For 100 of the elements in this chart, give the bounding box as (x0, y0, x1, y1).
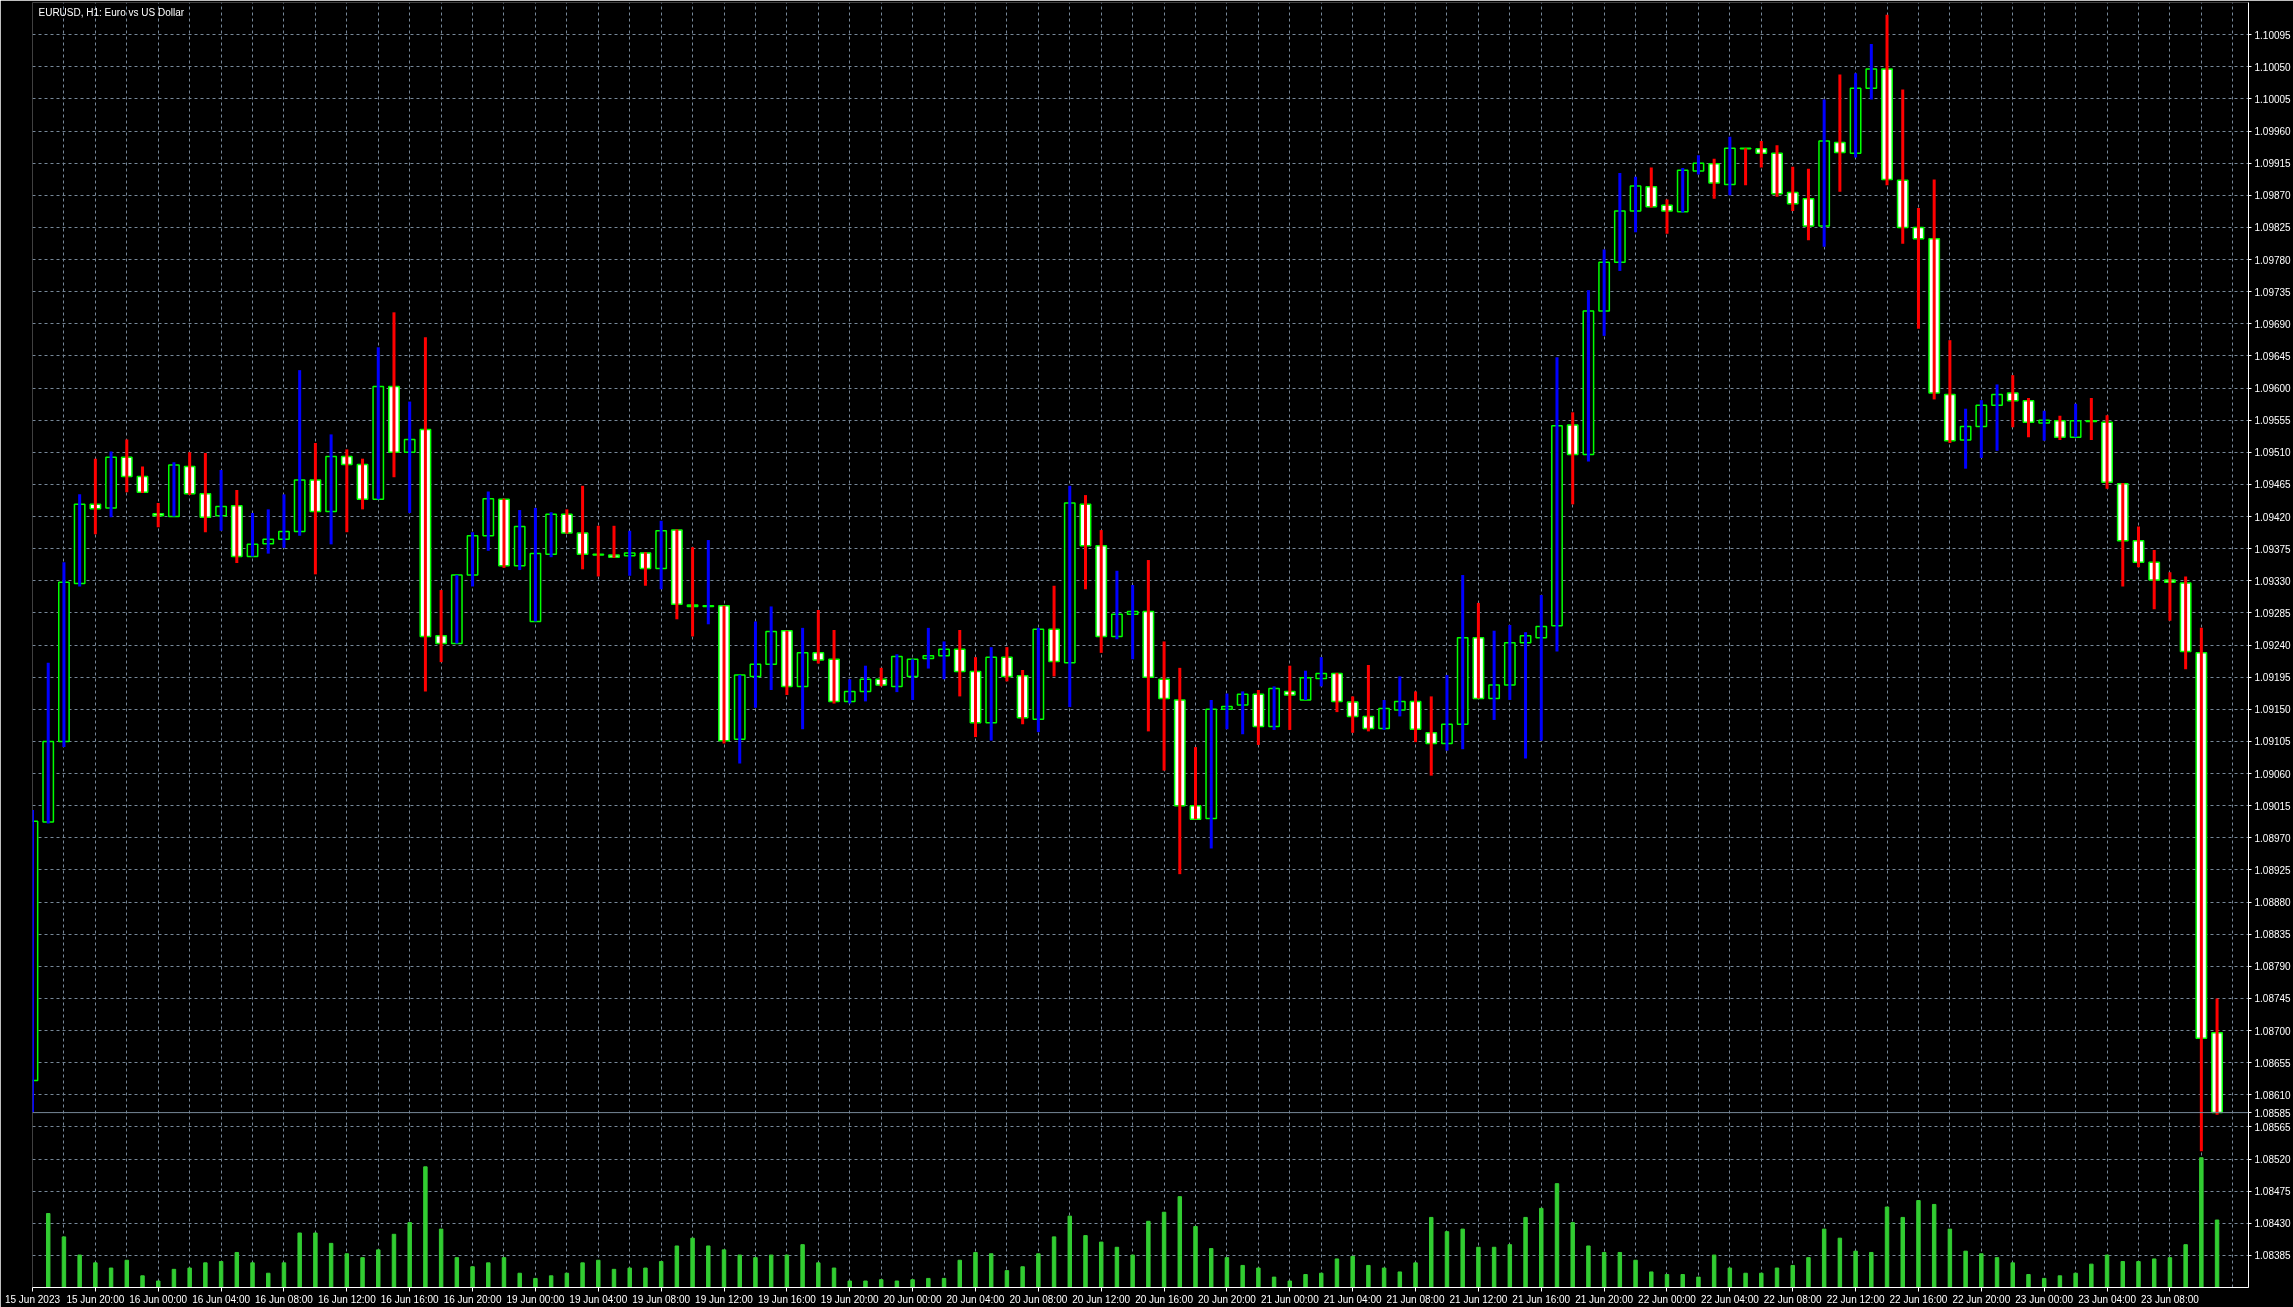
bar (517, 1272, 522, 1288)
bar (1680, 1274, 1685, 1288)
bar (548, 1275, 554, 1288)
bar (1979, 1253, 1984, 1288)
x-tick-label: 19 Jun 12:00 (695, 1293, 754, 1305)
y-tick-label: 1.08745 (2254, 993, 2292, 1005)
bar (376, 1249, 381, 1288)
bar (313, 1232, 318, 1288)
bar (1869, 1251, 1874, 1288)
bar (1240, 1264, 1245, 1288)
bar (1051, 1236, 1057, 1288)
bar (1271, 1276, 1277, 1288)
bar (1837, 1237, 1843, 1288)
bar (1224, 1257, 1230, 1288)
bar (1366, 1264, 1371, 1288)
x-tick-label: 21 Jun 00:00 (1260, 1293, 1320, 1305)
bar (1931, 1203, 1937, 1288)
bar (2089, 1263, 2094, 1288)
y-tick-label: 1.09195 (2254, 672, 2292, 684)
x-tick-label: 21 Jun 08:00 (1386, 1293, 1445, 1305)
bar (360, 1257, 365, 1288)
x-tick-label: 19 Jun 16:00 (757, 1293, 817, 1305)
bar (658, 1261, 664, 1288)
bar (2136, 1261, 2141, 1288)
bar (1759, 1272, 1764, 1288)
bar (470, 1266, 475, 1288)
bar (1743, 1272, 1748, 1288)
y-tick-label: 1.09915 (2254, 158, 2292, 170)
bar (988, 1253, 994, 1288)
bar (1554, 1183, 1560, 1288)
bar (1790, 1264, 1795, 1288)
bar (1539, 1207, 1544, 1288)
bar (926, 1277, 931, 1288)
bar (124, 1259, 130, 1288)
bar (1900, 1216, 1905, 1288)
chart-title: EURUSD, H1: Euro vs US Dollar (38, 6, 185, 18)
x-tick-label: 23 Jun 04:00 (2078, 1293, 2137, 1305)
bar (564, 1272, 570, 1288)
bar (2120, 1261, 2125, 1288)
bar (674, 1245, 680, 1288)
y-tick-label: 1.10005 (2254, 93, 2292, 105)
x-tick-label: 22 Jun 04:00 (1700, 1293, 1760, 1305)
bar (1381, 1267, 1387, 1288)
bar (1507, 1244, 1513, 1288)
bar (1884, 1206, 1890, 1288)
bar (1853, 1250, 1858, 1288)
bar (234, 1251, 240, 1288)
bar (77, 1254, 82, 1288)
bar (1696, 1276, 1701, 1288)
ref-line-label: 1.08585 (2254, 1107, 2292, 1119)
x-tick-label: 22 Jun 16:00 (1889, 1293, 1948, 1305)
bar (1303, 1274, 1308, 1288)
x-tick-label: 16 Jun 00:00 (129, 1293, 188, 1305)
bar (140, 1275, 145, 1288)
bar (45, 1213, 51, 1288)
bar (753, 1257, 758, 1288)
candlestick (450, 574, 463, 645)
bar (643, 1267, 648, 1288)
y-tick-label: 1.10050 (2254, 61, 2292, 73)
bar (1476, 1246, 1481, 1288)
x-tick-label: 19 Jun 08:00 (632, 1293, 691, 1305)
bar (627, 1267, 632, 1288)
y-tick-label: 1.09780 (2254, 254, 2292, 266)
x-tick-label: 20 Jun 04:00 (946, 1293, 1005, 1305)
bar (1586, 1245, 1591, 1288)
bar (1036, 1253, 1041, 1288)
bar (1130, 1254, 1135, 1288)
bar (1256, 1267, 1261, 1288)
x-tick-label: 20 Jun 16:00 (1135, 1293, 1194, 1305)
bar (1460, 1228, 1465, 1288)
bar (580, 1262, 585, 1288)
bar (1146, 1220, 1151, 1288)
bar (1319, 1272, 1324, 1288)
bar (486, 1262, 491, 1288)
x-tick-label: 21 Jun 04:00 (1323, 1293, 1383, 1305)
bar (423, 1166, 428, 1288)
bar (1083, 1235, 1088, 1288)
y-tick-label: 1.08475 (2254, 1186, 2292, 1198)
bar (1350, 1255, 1355, 1288)
y-tick-label: 1.10095 (2254, 29, 2292, 41)
bar (2199, 1157, 2204, 1288)
x-tick-label: 22 Jun 20:00 (1952, 1293, 2011, 1305)
bar (596, 1259, 601, 1288)
bar (2104, 1254, 2110, 1288)
bar (721, 1249, 727, 1288)
bar (108, 1267, 114, 1288)
y-tick-label: 1.09015 (2254, 800, 2292, 812)
x-tick-label: 21 Jun 16:00 (1512, 1293, 1571, 1305)
bar (706, 1245, 711, 1288)
bar (533, 1277, 538, 1288)
y-tick-label: 1.08565 (2254, 1121, 2292, 1133)
bar (1806, 1257, 1811, 1288)
candlestick (1739, 147, 1752, 186)
x-tick-label: 21 Jun 20:00 (1575, 1293, 1634, 1305)
y-tick-label: 1.09060 (2254, 768, 2292, 780)
x-tick-label: 20 Jun 00:00 (883, 1293, 942, 1305)
y-tick-label: 1.09285 (2254, 607, 2292, 619)
bar (737, 1254, 742, 1288)
bar (1617, 1251, 1623, 1288)
x-tick-label: 19 Jun 00:00 (506, 1293, 565, 1305)
